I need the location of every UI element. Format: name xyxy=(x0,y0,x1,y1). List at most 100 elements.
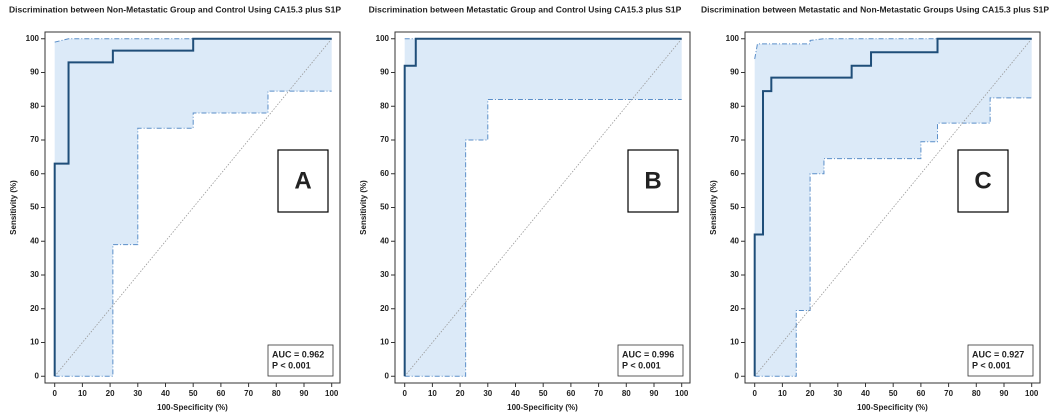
y-tick-label: 0 xyxy=(735,371,740,380)
x-tick-label: 90 xyxy=(300,389,309,398)
panel: Discrimination between Metastatic Group … xyxy=(359,4,691,412)
y-tick-label: 80 xyxy=(30,101,39,110)
x-tick-label: 30 xyxy=(133,389,142,398)
lower-line xyxy=(54,90,332,377)
y-tick-label: 50 xyxy=(730,203,739,212)
y-tick-label: 10 xyxy=(30,338,39,347)
annotation: P < 0.001 xyxy=(972,360,1011,370)
x-tick-label: 0 xyxy=(752,389,757,398)
x-tick-label: 50 xyxy=(189,389,198,398)
x-tick-label: 90 xyxy=(650,389,659,398)
roc-line xyxy=(403,37,682,377)
y-tick-label: 60 xyxy=(30,169,39,178)
x-tick-label: 60 xyxy=(916,389,925,398)
y-tick-label: 100 xyxy=(726,34,740,43)
reference-line xyxy=(754,38,1032,377)
annotation-box xyxy=(267,344,334,377)
x-tick-label: 20 xyxy=(806,389,815,398)
x-tick-label: 80 xyxy=(622,389,631,398)
x-tick-label: 10 xyxy=(428,389,437,398)
x-tick-label: 20 xyxy=(106,389,115,398)
x-tick-label: 60 xyxy=(216,389,225,398)
y-tick-label: 10 xyxy=(380,338,389,347)
x-tick-label: 40 xyxy=(861,389,870,398)
annotation: AUC = 0.996 xyxy=(622,349,674,359)
panel-label-box xyxy=(627,149,679,213)
x-tick-label: 30 xyxy=(483,389,492,398)
y-tick-label: 70 xyxy=(30,135,39,144)
y-tick-label: 90 xyxy=(380,68,389,77)
panel: Discrimination between Non-Metastatic Gr… xyxy=(9,4,341,412)
y-tick-label: 50 xyxy=(30,203,39,212)
x-tick-label: 80 xyxy=(272,389,281,398)
y-tick-label: 40 xyxy=(30,236,39,245)
y-tick-label: 20 xyxy=(380,304,389,313)
chart-title: Discrimination between Non-Metastatic Gr… xyxy=(9,4,341,14)
x-tick-label: 20 xyxy=(456,389,465,398)
x-tick-label: 90 xyxy=(1000,389,1009,398)
reference-line xyxy=(404,38,682,377)
x-axis-label: 100-Specificity (%) xyxy=(857,403,928,412)
reference-line xyxy=(54,38,332,377)
chart-title: Discrimination between Metastatic Group … xyxy=(369,4,682,14)
annotation: AUC = 0.962 xyxy=(272,349,324,359)
y-tick-label: 20 xyxy=(730,304,739,313)
panel-label: B xyxy=(644,167,661,194)
x-tick-label: 70 xyxy=(944,389,953,398)
upper-line xyxy=(54,38,332,43)
chart-title: Discrimination between Metastatic and No… xyxy=(701,4,1049,14)
annotation: P < 0.001 xyxy=(272,360,311,370)
annotation: P < 0.001 xyxy=(622,360,661,370)
confidence-band xyxy=(404,38,682,377)
y-tick-label: 10 xyxy=(730,338,739,347)
y-axis-label: Sensitivity (%) xyxy=(709,180,718,235)
x-axis-label: 100-Specificity (%) xyxy=(157,403,228,412)
x-axis-label: 100-Specificity (%) xyxy=(507,403,578,412)
y-axis-label: Sensitivity (%) xyxy=(9,180,18,235)
y-tick-label: 90 xyxy=(730,68,739,77)
x-tick-label: 100 xyxy=(675,389,689,398)
lower-line xyxy=(404,99,682,377)
x-tick-label: 10 xyxy=(778,389,787,398)
y-tick-label: 70 xyxy=(730,135,739,144)
y-tick-label: 20 xyxy=(30,304,39,313)
y-tick-label: 40 xyxy=(730,236,739,245)
x-tick-label: 50 xyxy=(539,389,548,398)
panel-label-box xyxy=(957,149,1009,213)
y-tick-label: 60 xyxy=(380,169,389,178)
panel-label-box xyxy=(277,149,329,213)
y-tick-label: 0 xyxy=(385,371,390,380)
y-tick-label: 70 xyxy=(380,135,389,144)
panel-label: C xyxy=(974,167,991,194)
upper-line xyxy=(754,38,1032,60)
annotation: AUC = 0.927 xyxy=(972,349,1024,359)
x-tick-label: 100 xyxy=(325,389,339,398)
y-tick-label: 0 xyxy=(35,371,40,380)
y-tick-label: 80 xyxy=(730,101,739,110)
y-tick-label: 100 xyxy=(26,34,40,43)
x-tick-label: 50 xyxy=(889,389,898,398)
x-tick-label: 10 xyxy=(78,389,87,398)
y-tick-label: 60 xyxy=(730,169,739,178)
y-tick-label: 30 xyxy=(30,270,39,279)
y-tick-label: 80 xyxy=(380,101,389,110)
x-tick-label: 100 xyxy=(1025,389,1039,398)
x-tick-label: 40 xyxy=(511,389,520,398)
x-tick-label: 0 xyxy=(52,389,57,398)
x-tick-label: 70 xyxy=(594,389,603,398)
x-tick-label: 40 xyxy=(161,389,170,398)
x-tick-label: 0 xyxy=(402,389,407,398)
y-tick-label: 30 xyxy=(730,270,739,279)
panel-label: A xyxy=(294,167,311,194)
y-tick-label: 90 xyxy=(30,68,39,77)
y-tick-label: 50 xyxy=(380,203,389,212)
roc-line xyxy=(53,37,332,377)
panel: Discrimination between Metastatic and No… xyxy=(701,4,1049,412)
x-tick-label: 70 xyxy=(244,389,253,398)
annotation-box xyxy=(617,344,684,377)
annotation-box xyxy=(967,344,1034,377)
y-tick-label: 30 xyxy=(380,270,389,279)
roc-line xyxy=(753,37,1032,377)
confidence-band xyxy=(54,38,332,377)
